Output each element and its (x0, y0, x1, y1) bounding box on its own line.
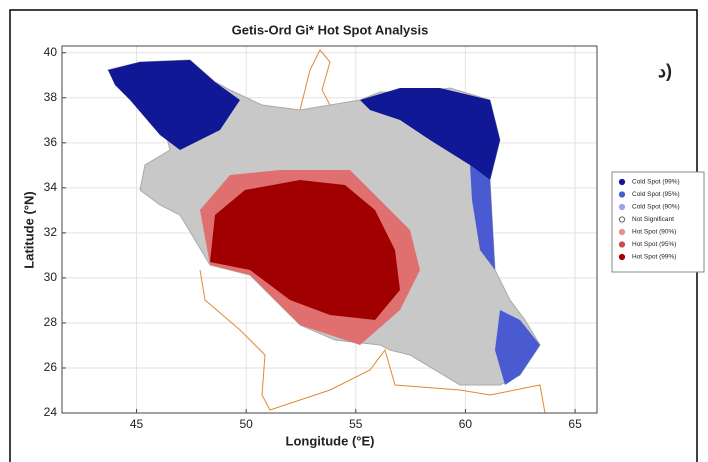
legend-label: Not Significant (632, 216, 674, 223)
x-axis-label: Longitude (°E) (286, 433, 375, 448)
y-axis-label: Latitude (°N) (21, 191, 36, 268)
x-tick-label: 65 (568, 417, 582, 431)
panel-label: د) (658, 61, 672, 81)
legend-marker (618, 191, 626, 198)
x-tick-label: 45 (130, 417, 144, 431)
y-tick-label: 36 (44, 135, 58, 149)
legend-marker (618, 241, 626, 248)
cold-spot-region (108, 60, 240, 150)
legend-marker (618, 216, 626, 223)
x-tick-label: 55 (349, 417, 363, 431)
y-tick-label: 30 (44, 270, 58, 284)
cold-spot-region (495, 310, 540, 385)
y-tick-label: 26 (44, 360, 58, 374)
chart-title: Getis-Ord Gi* Hot Spot Analysis (232, 22, 429, 37)
border-line (299, 49, 331, 111)
hot-spot-region (210, 180, 400, 320)
cold-spot-region (470, 165, 495, 270)
legend-label: Hot Spot (90%) (632, 229, 676, 236)
legend (611, 171, 705, 273)
plot-frame (61, 45, 598, 414)
map-regions (106, 49, 546, 414)
legend-label: Hot Spot (95%) (632, 241, 676, 248)
cold-spot-region (360, 88, 500, 180)
legend-marker (618, 253, 626, 261)
legend-marker (618, 228, 626, 236)
y-tick-label: 34 (44, 180, 58, 194)
y-tick-label: 28 (44, 315, 58, 329)
x-tick-label: 50 (240, 417, 254, 431)
legend-label: Hot Spot (99%) (632, 254, 676, 261)
y-tick-label: 24 (44, 405, 58, 419)
coast-line (199, 269, 546, 414)
y-tick-label: 32 (44, 225, 58, 239)
legend-marker (618, 178, 626, 186)
legend-label: Cold Spot (90%) (632, 204, 680, 211)
legend-label: Cold Spot (95%) (632, 191, 680, 198)
legend-label: Cold Spot (99%) (632, 179, 680, 186)
legend-marker (618, 203, 626, 211)
y-tick-label: 38 (44, 90, 58, 104)
y-tick-label: 40 (44, 45, 58, 59)
x-tick-label: 60 (459, 417, 473, 431)
